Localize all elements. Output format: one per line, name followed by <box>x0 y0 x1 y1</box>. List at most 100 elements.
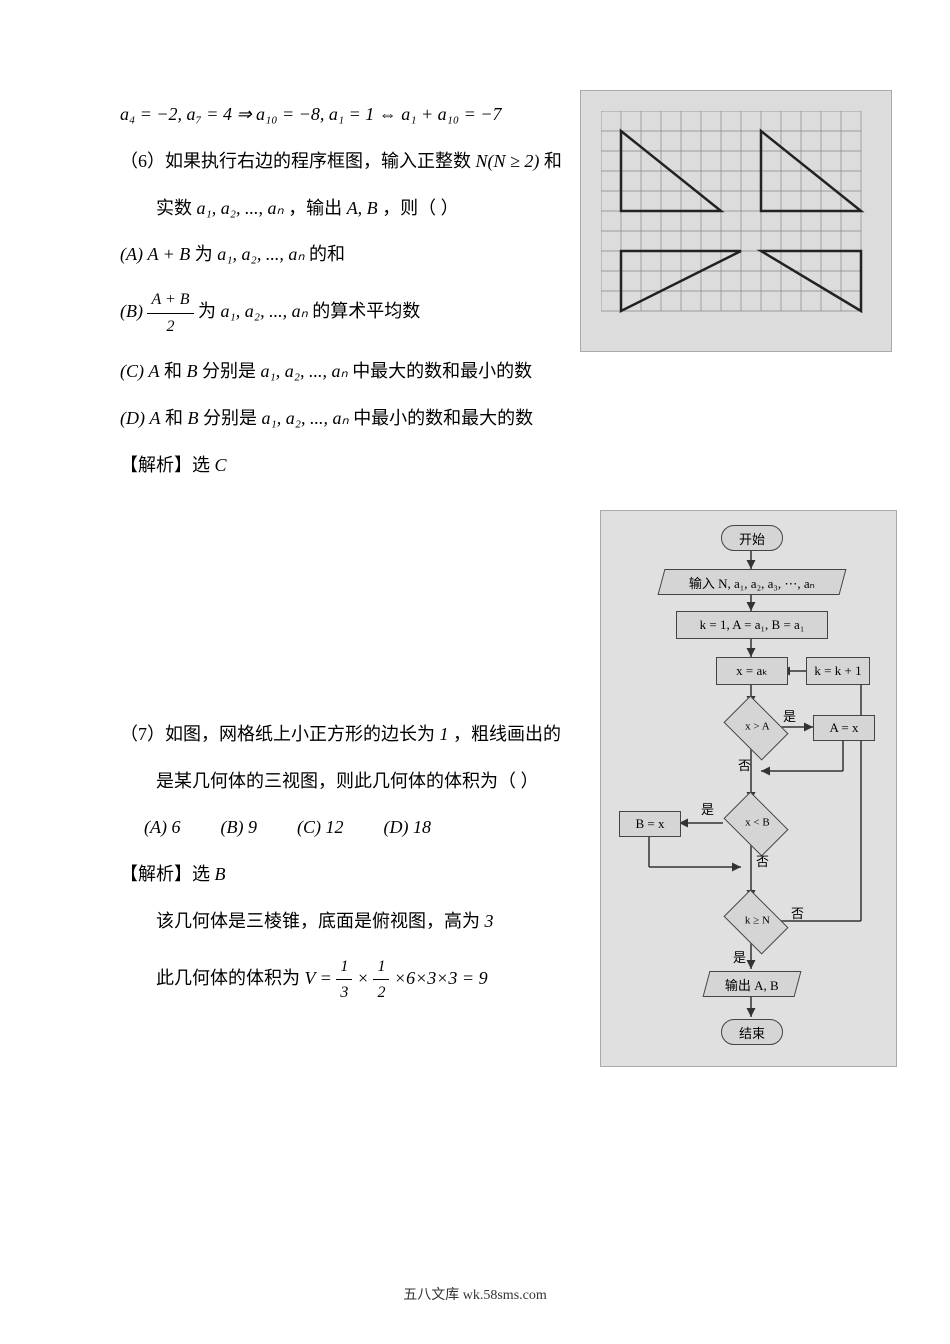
fc-input: 输入 N, a₁, a₂, a₃, ⋯, aₙ <box>658 569 847 595</box>
q6-stem2-math: a₁, a₂, ..., aₙ <box>197 198 284 218</box>
q6-optA-mid: 为 <box>195 244 213 264</box>
fc-end-label: 结束 <box>739 1023 765 1042</box>
q6-optA-pre: (A) <box>120 244 143 264</box>
q6-stem-line1: （6）如果执行右边的程序框图，输入正整数 N(N ≥ 2) 和 <box>120 147 580 176</box>
q6-optC-A: A <box>149 361 160 381</box>
q7-optA: (A) 6 <box>144 813 180 842</box>
q6-stem1-tail: 和 <box>544 151 562 171</box>
q7-f2d: 2 <box>373 980 389 1006</box>
q6-optB-den: 2 <box>147 314 193 340</box>
q6-optB-tail: 的算术平均数 <box>312 301 420 321</box>
fc-cond2-label: x < B <box>727 817 787 829</box>
q6-stem1-math: N(N ≥ 2) <box>476 151 540 171</box>
fc-start: 开始 <box>721 525 783 551</box>
fc-inc-k: k = k + 1 <box>806 657 870 685</box>
q7-ans-pre: 【解析】选 <box>120 864 210 884</box>
q7-stem1-tail: ，粗线画出的 <box>453 724 561 744</box>
q6-optB-math: a₁, a₂, ..., aₙ <box>221 301 308 321</box>
q5-math: a₄ = −2, a₇ = 4 ⇒ a₁₀ = −8, a₁ = 1 ⇔ a₁ … <box>120 104 501 124</box>
q6-optD-A: A <box>150 408 161 428</box>
q6-optA-tail: 的和 <box>309 244 345 264</box>
q6-ans: C <box>215 455 227 475</box>
fc-set-a: A = x <box>813 715 875 741</box>
fc-init-label: k = 1, A = a₁, B = a₁ <box>700 617 805 633</box>
fc-yes2: 是 <box>701 799 714 818</box>
q7-stem-line1: （7）如图，网格纸上小正方形的边长为 1 ，粗线画出的 <box>120 720 580 749</box>
q6-optD-seq: a₁, a₂, ..., aₙ <box>262 408 349 428</box>
fc-no2: 否 <box>756 851 769 870</box>
q6-optD-mid2: 分别是 <box>203 408 257 428</box>
q6-optC-pre: (C) <box>120 361 144 381</box>
page-footer: 五八文库 wk.58sms.com <box>0 1284 950 1304</box>
q7-answer: 【解析】选 B <box>120 860 580 889</box>
q7-f2n: 1 <box>373 954 389 981</box>
q6-stem-line2: 实数 a₁, a₂, ..., aₙ ，输出 A, B ，则（ ） <box>156 194 580 223</box>
q6-ans-pre: 【解析】选 <box>120 455 210 475</box>
q7-stem1: （7）如图，网格纸上小正方形的边长为 <box>120 724 435 744</box>
q5-derivation: a₄ = −2, a₇ = 4 ⇒ a₁₀ = −8, a₁ = 1 ⇔ a₁ … <box>120 100 580 129</box>
q6-optC-mid2: 分别是 <box>202 361 256 381</box>
q6-optB-frac: A + B 2 <box>147 287 193 339</box>
q7-sol2: 此几何体的体积为 V = 1 3 × 1 2 ×6×3×3 = 9 <box>156 954 580 1006</box>
fc-yes3: 是 <box>733 947 746 966</box>
q7-stem1-num: 1 <box>440 724 449 744</box>
q6-optA-m2: a₁, a₂, ..., aₙ <box>217 244 304 264</box>
q7-stem2: 是某几何体的三视图，则此几何体的体积为（ ） <box>156 771 539 791</box>
q7-sol2-V: V = <box>305 968 332 988</box>
footer-text: 五八文库 wk.58sms.com <box>403 1288 547 1303</box>
q6-optB: (B) A + B 2 为 a₁, a₂, ..., aₙ 的算术平均数 <box>120 287 580 339</box>
fc-inck-label: k = k + 1 <box>814 663 861 679</box>
flowchart-figure: 开始 输入 N, a₁, a₂, a₃, ⋯, aₙ k = 1, A = a₁… <box>600 510 897 1067</box>
q6-optA: (A) A + B 为 a₁, a₂, ..., aₙ 的和 <box>120 240 580 269</box>
fc-input-label: 输入 N, a₁, a₂, a₃, ⋯, aₙ <box>689 573 815 592</box>
q6-optD-tail: 中最小的数和最大的数 <box>353 408 533 428</box>
q6-optB-mid: 为 <box>198 301 216 321</box>
q6-optC-seq: a₁, a₂, ..., aₙ <box>261 361 348 381</box>
q7-f1n: 1 <box>336 954 352 981</box>
q6-optC-B: B <box>187 361 198 381</box>
q7-sol1-text: 该几何体是三棱锥，底面是俯视图，高为 <box>156 911 480 931</box>
q6-stem2-pre: 实数 <box>156 198 192 218</box>
q7-ans: B <box>215 864 226 884</box>
q6-optB-pre: (B) <box>120 301 143 321</box>
q7-sol2-pre: 此几何体的体积为 <box>156 968 300 988</box>
fc-cond3-label: k ≥ N <box>727 915 787 927</box>
q6-optD: (D) A 和 B 分别是 a₁, a₂, ..., aₙ 中最小的数和最大的数 <box>120 404 580 433</box>
q7-sol2-rest: ×6×3×3 = 9 <box>394 968 488 988</box>
q7-stem-line2: 是某几何体的三视图，则此几何体的体积为（ ） <box>156 767 580 796</box>
q6-optD-mid1: 和 <box>165 408 183 428</box>
fc-no1: 否 <box>738 755 751 774</box>
q7-sol1: 该几何体是三棱锥，底面是俯视图，高为 3 <box>156 907 580 936</box>
q6-stem2-tail: ，则（ ） <box>382 198 459 218</box>
q6-optC-tail: 中最大的数和最小的数 <box>352 361 532 381</box>
q6-optC: (C) A 和 B 分别是 a₁, a₂, ..., aₙ 中最大的数和最小的数 <box>120 357 580 386</box>
q7-frac1: 1 3 <box>336 954 352 1006</box>
q6-optD-B: B <box>188 408 199 428</box>
q7-frac2: 1 2 <box>373 954 389 1006</box>
q7-times1: × <box>357 968 369 988</box>
q6-optD-pre: (D) <box>120 408 145 428</box>
fc-end: 结束 <box>721 1019 783 1045</box>
fc-output: 输出 A, B <box>703 971 802 997</box>
grid-svg <box>601 111 871 331</box>
fc-assign-x: x = aₖ <box>716 657 788 685</box>
q6-stem1-text: （6）如果执行右边的程序框图，输入正整数 <box>120 151 471 171</box>
fc-no3: 否 <box>791 903 804 922</box>
q7-options: (A) 6 (B) 9 (C) 12 (D) 18 <box>144 813 580 842</box>
q6-stem2-mid: ，输出 <box>288 198 342 218</box>
fc-output-label: 输出 A, B <box>725 975 779 994</box>
q6-stem2-math2: A, B <box>347 198 378 218</box>
fc-init: k = 1, A = a₁, B = a₁ <box>676 611 828 639</box>
q7-sol1-num: 3 <box>485 911 494 931</box>
fc-cond1-label: x > A <box>727 721 787 733</box>
q7-optB: (B) 9 <box>220 813 256 842</box>
q6-optB-num: A + B <box>147 287 193 314</box>
fc-setb-label: B = x <box>635 816 664 832</box>
fc-assignx-label: x = aₖ <box>736 663 768 679</box>
fc-seta-label: A = x <box>829 720 858 736</box>
fc-start-label: 开始 <box>739 529 765 548</box>
fc-yes1: 是 <box>783 706 796 725</box>
q6-answer: 【解析】选 C <box>120 451 580 480</box>
q6-optC-mid1: 和 <box>164 361 182 381</box>
three-view-grid-figure <box>580 90 892 352</box>
